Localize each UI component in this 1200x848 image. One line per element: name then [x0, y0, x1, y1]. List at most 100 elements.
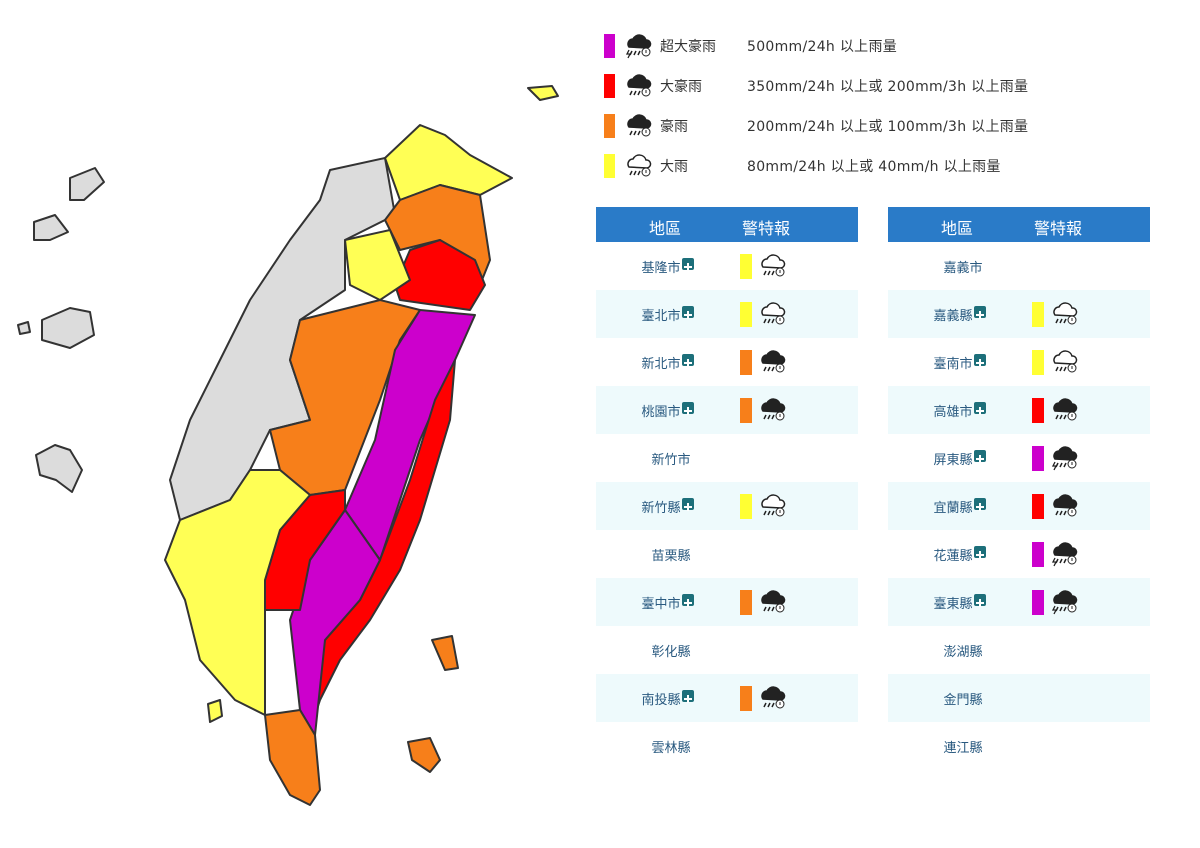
region-name: 南投縣 [641, 693, 681, 708]
rain-icon [627, 114, 652, 137]
island [35, 444, 83, 493]
legend-swatch [604, 154, 615, 178]
expand-button[interactable] [974, 594, 986, 607]
rain-icon [627, 154, 652, 177]
region-name: 基隆市 [641, 261, 681, 276]
region-pingtung [264, 709, 321, 806]
region-name: 屏東縣 [933, 453, 973, 468]
expand-button[interactable] [974, 450, 986, 463]
table-row: 桃園市 [596, 386, 858, 434]
rain-icon [1053, 350, 1078, 373]
rain-icon [1053, 494, 1078, 517]
expand-button[interactable] [682, 594, 694, 607]
legend-description: 200mm/24h 以上或 100mm/3h 以上雨量 [747, 119, 1029, 135]
table-header: 地區 警特報 [596, 207, 858, 242]
legend-label: 大豪雨 [660, 79, 702, 95]
rain-icon [627, 74, 652, 97]
warning-swatch [740, 590, 752, 615]
island [407, 737, 441, 773]
warning-swatch [1032, 302, 1044, 327]
expand-button[interactable] [974, 498, 986, 511]
region-name: 花蓮縣 [933, 549, 973, 564]
island [527, 85, 559, 101]
rain-icon [625, 34, 652, 59]
legend-swatch [604, 74, 615, 98]
region-name: 雲林縣 [651, 741, 691, 756]
rain-icon [1051, 590, 1078, 615]
expand-button[interactable] [974, 546, 986, 559]
rain-icon [1053, 398, 1078, 421]
warning-swatch [740, 686, 752, 711]
region-name: 苗栗縣 [651, 549, 691, 564]
table-row: 屏東縣 [888, 434, 1150, 482]
legend-label: 大雨 [660, 159, 688, 175]
expand-button[interactable] [682, 498, 694, 511]
table-row: 新北市 [596, 338, 858, 386]
expand-button[interactable] [682, 402, 694, 415]
region-name: 臺北市 [641, 309, 681, 324]
header-cell: 地區 [941, 219, 974, 238]
region-hsinchu [344, 229, 411, 301]
region-name: 新竹縣 [641, 501, 681, 516]
expand-button[interactable] [682, 258, 694, 271]
expand-button[interactable] [974, 402, 986, 415]
legend-swatch [604, 114, 615, 138]
legend-swatch [604, 34, 615, 58]
region-name: 臺南市 [933, 357, 973, 372]
table-row: 苗栗縣 [596, 530, 858, 578]
legend-row: 超大豪雨 500mm/24h 以上雨量 [600, 28, 1160, 62]
region-name: 澎湖縣 [943, 645, 983, 660]
legend-row: 大雨 80mm/24h 以上或 40mm/h 以上雨量 [600, 148, 1160, 182]
legend-description: 80mm/24h 以上或 40mm/h 以上雨量 [747, 159, 1001, 175]
warning-swatch [1032, 350, 1044, 375]
warning-swatch [1032, 398, 1044, 423]
rain-icon [761, 398, 786, 421]
table-row: 新竹縣 [596, 482, 858, 530]
table-header: 地區 警特報 [888, 207, 1150, 242]
warning-swatch [740, 494, 752, 519]
warning-swatch [1032, 446, 1044, 471]
table-row: 臺東縣 [888, 578, 1150, 626]
island [41, 307, 95, 349]
header-cell: 警特報 [742, 219, 791, 238]
expand-button[interactable] [682, 690, 694, 703]
table-row: 花蓮縣 [888, 530, 1150, 578]
island [431, 635, 459, 671]
rain-icon [1051, 446, 1078, 471]
table-row: 金門縣 [888, 674, 1150, 722]
table-row: 嘉義市 [888, 242, 1150, 290]
expand-button[interactable] [682, 354, 694, 367]
island [33, 214, 69, 241]
table-row: 連江縣 [888, 722, 1150, 770]
warning-swatch [1032, 590, 1044, 615]
rain-icon [761, 302, 786, 325]
rain-icon [1053, 302, 1078, 325]
table-row: 基隆市 [596, 242, 858, 290]
warning-swatch [740, 254, 752, 279]
warning-table: 地區 警特報 基隆市 臺北市 新北市 桃園市 新竹市 新竹縣 苗栗縣 臺中市 彰化縣 南投縣 雲林縣 [596, 207, 858, 770]
table-row: 高雄市 [888, 386, 1150, 434]
region-name: 宜蘭縣 [933, 501, 973, 516]
region-name: 彰化縣 [651, 645, 691, 660]
expand-button[interactable] [974, 306, 986, 319]
rain-icon [761, 350, 786, 373]
table-row: 臺北市 [596, 290, 858, 338]
region-name: 新北市 [641, 357, 681, 372]
island [69, 167, 105, 201]
region-name: 臺東縣 [933, 597, 973, 612]
rain-icon [761, 686, 786, 709]
table-row: 彰化縣 [596, 626, 858, 674]
expand-button[interactable] [974, 354, 986, 367]
region-name: 嘉義市 [943, 261, 983, 276]
region-name: 高雄市 [933, 405, 973, 420]
table-row: 臺中市 [596, 578, 858, 626]
region-hualien [344, 309, 476, 561]
expand-button[interactable] [682, 306, 694, 319]
header-cell: 地區 [649, 219, 682, 238]
island [207, 699, 223, 723]
warning-table: 地區 警特報 嘉義市 嘉義縣 臺南市 高雄市 屏東縣 宜蘭縣 花蓮縣 臺東縣 澎湖縣 金門縣 連江縣 [888, 207, 1150, 770]
table-row: 雲林縣 [596, 722, 858, 770]
legend-label: 超大豪雨 [660, 39, 716, 55]
warning-swatch [740, 398, 752, 423]
